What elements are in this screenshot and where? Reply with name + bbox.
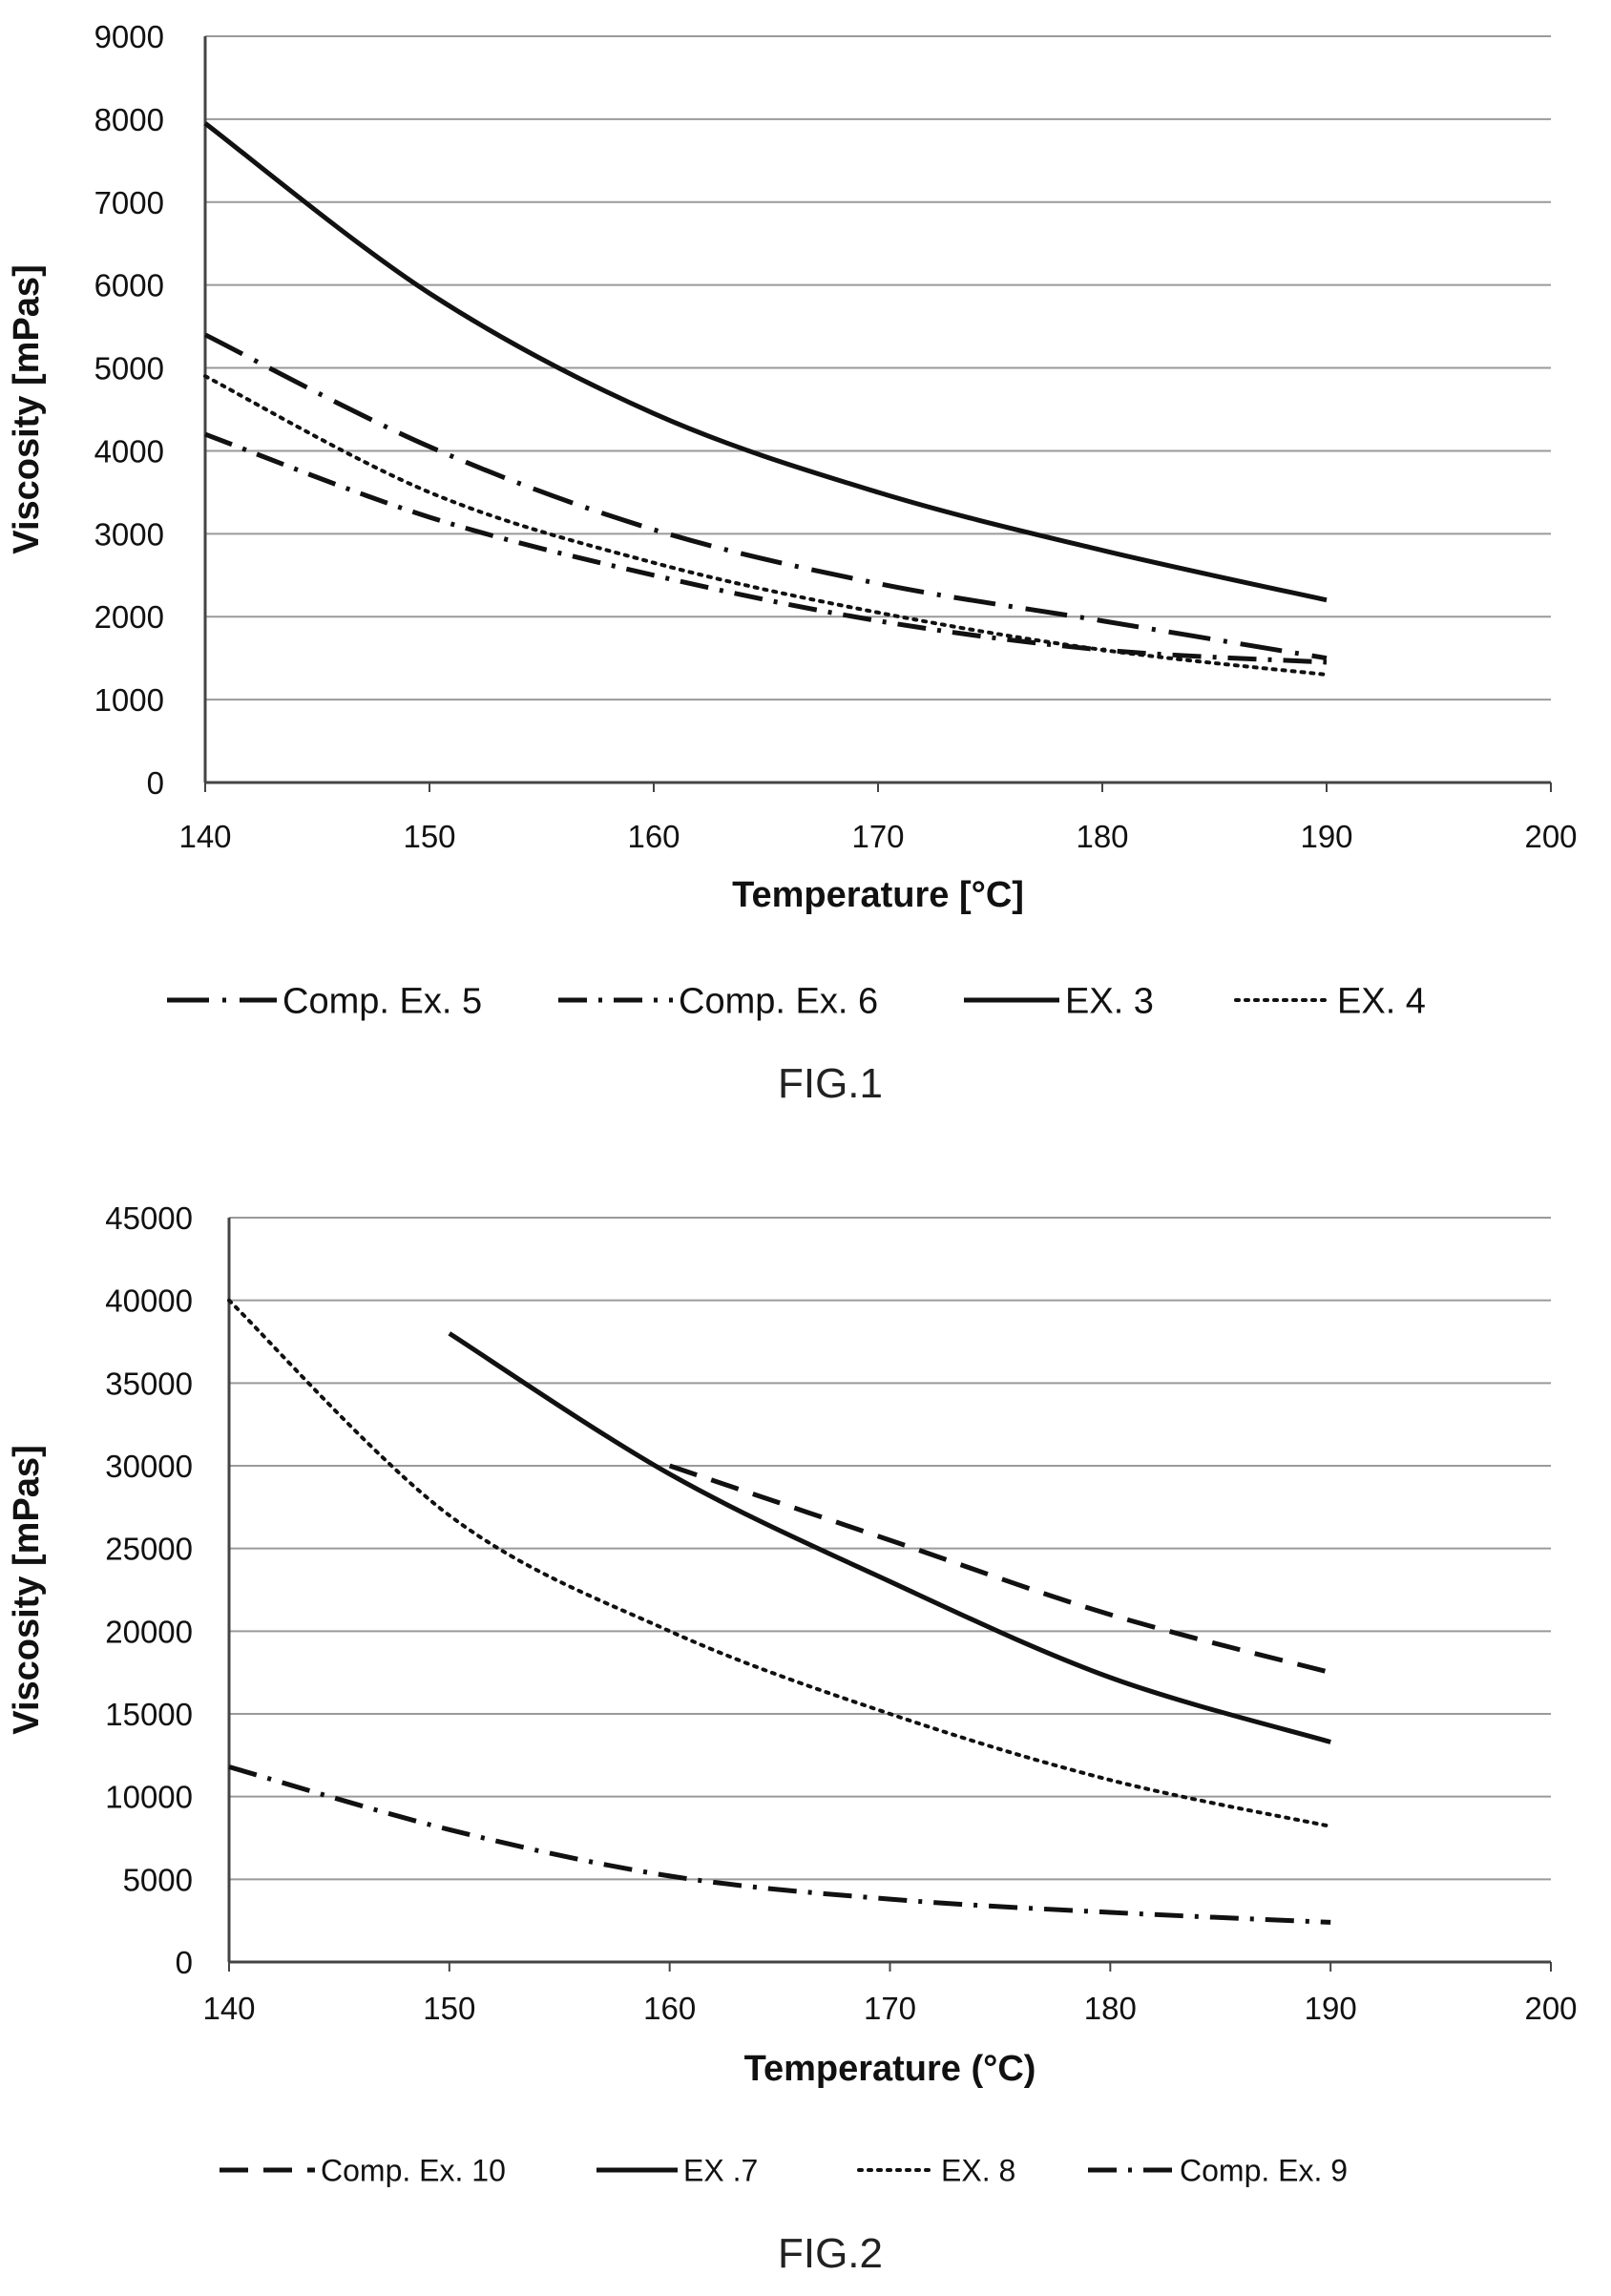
series-line-ex-3	[203, 121, 1328, 603]
y-tick-label: 3000	[94, 516, 164, 552]
x-tick-label: 170	[864, 1991, 916, 2026]
y-tick-label: 45000	[105, 1200, 193, 1236]
x-tick-label: 190	[1305, 1991, 1357, 2026]
legend-label: Comp. Ex. 6	[679, 982, 878, 1022]
x-tick-label: 200	[1524, 819, 1577, 854]
legend-label: EX. 8	[941, 2154, 1015, 2188]
y-tick-label: 30000	[105, 1449, 193, 1484]
x-tick-label: 140	[202, 1991, 255, 2026]
x-axis-title: Temperature [°C]	[732, 875, 1024, 915]
y-tick-label: 15000	[105, 1697, 193, 1732]
x-tick-label: 180	[1084, 1991, 1137, 2026]
legend-label: EX. 3	[1065, 982, 1154, 1022]
x-tick-label: 150	[423, 1991, 475, 2026]
series-line-ex-8	[227, 1298, 1333, 1828]
y-tick-label: 10000	[105, 1780, 193, 1815]
figure-2: 0 5000 10000 15000 20000 25000 30000 35000 40000…	[7, 1200, 1578, 2277]
y-tick-label: 0	[176, 1945, 193, 1980]
y-tick-label: 4000	[94, 433, 164, 469]
figure-1: 0 1000 2000 3000 4000 5000 6000 7000 8000 9000 140…	[7, 19, 1578, 1107]
x-tick-label: 140	[178, 819, 231, 854]
figure-label: FIG.1	[778, 1060, 883, 1107]
x-tick-label: 190	[1300, 819, 1352, 854]
y-tick-label: 0	[147, 765, 164, 801]
y-tick-label: 2000	[94, 599, 164, 635]
legend-label: Comp. Ex. 10	[321, 2154, 506, 2188]
y-axis-title: Viscosity [mPas]	[7, 264, 47, 553]
y-tick-label: 5000	[94, 351, 164, 386]
x-tick-label: 180	[1076, 819, 1128, 854]
x-axis-title: Temperature (°C)	[744, 2049, 1036, 2089]
y-tick-label: 35000	[105, 1366, 193, 1401]
series-line-comp-ex-9	[228, 1764, 1331, 1925]
y-tick-label: 8000	[94, 102, 164, 137]
x-tick-label: 150	[403, 819, 455, 854]
series-line-ex-4	[203, 374, 1329, 677]
y-tick-label: 5000	[123, 1862, 193, 1897]
legend-label: Comp. Ex. 9	[1180, 2154, 1348, 2188]
y-tick-label: 6000	[94, 268, 164, 303]
x-tick-label: 170	[851, 819, 904, 854]
y-tick-label: 1000	[94, 682, 164, 718]
series-line-comp-ex-5	[203, 332, 1328, 661]
figure-label: FIG.2	[778, 2230, 883, 2277]
legend-label: EX .7	[683, 2154, 758, 2188]
y-tick-label: 7000	[94, 185, 164, 220]
legend-label: EX. 4	[1337, 982, 1426, 1022]
x-tick-label: 160	[627, 819, 680, 854]
y-axis-title: Viscosity [mPas]	[7, 1445, 47, 1734]
y-tick-label: 40000	[105, 1284, 193, 1319]
y-tick-label: 20000	[105, 1614, 193, 1649]
x-tick-label: 160	[643, 1991, 696, 2026]
series-line-comp-ex-10	[668, 1463, 1331, 1676]
y-tick-label: 9000	[94, 19, 164, 54]
legend-label: Comp. Ex. 5	[282, 982, 482, 1022]
series-line-ex-7	[448, 1331, 1331, 1744]
x-tick-label: 200	[1524, 1991, 1577, 2026]
y-tick-label: 25000	[105, 1532, 193, 1567]
